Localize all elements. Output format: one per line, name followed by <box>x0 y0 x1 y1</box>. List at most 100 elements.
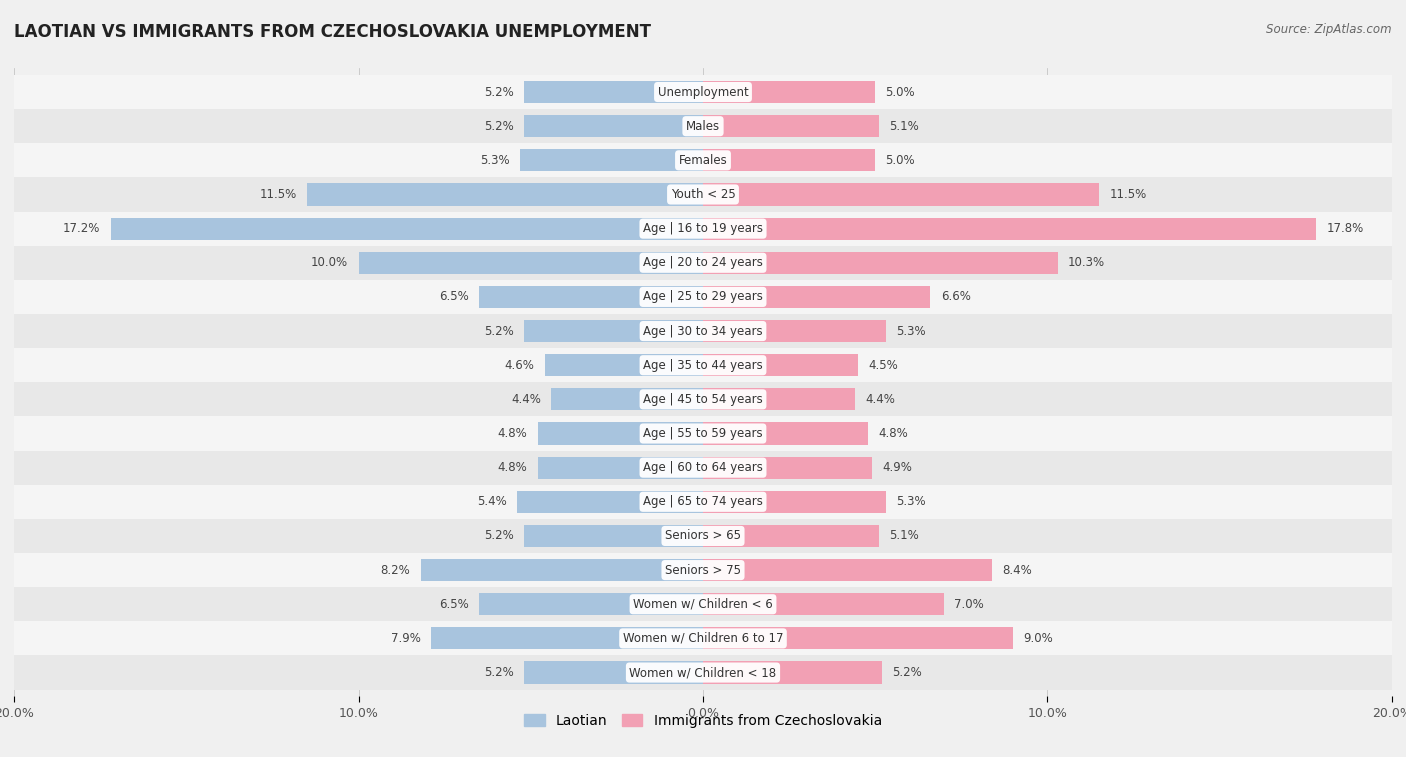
Bar <box>420 559 703 581</box>
Bar <box>14 348 1392 382</box>
Bar <box>14 519 1392 553</box>
Text: 6.5%: 6.5% <box>439 291 468 304</box>
Text: Age | 25 to 29 years: Age | 25 to 29 years <box>643 291 763 304</box>
Bar <box>537 456 703 478</box>
Bar <box>703 115 879 137</box>
Bar <box>14 587 1392 621</box>
Bar <box>359 251 703 274</box>
Text: 5.0%: 5.0% <box>886 86 915 98</box>
Bar <box>703 286 931 308</box>
Bar <box>14 382 1392 416</box>
Bar <box>111 217 703 240</box>
Text: 5.3%: 5.3% <box>481 154 510 167</box>
Bar <box>551 388 703 410</box>
Text: Women w/ Children < 6: Women w/ Children < 6 <box>633 598 773 611</box>
Text: Women w/ Children < 18: Women w/ Children < 18 <box>630 666 776 679</box>
Bar <box>524 115 703 137</box>
Text: Unemployment: Unemployment <box>658 86 748 98</box>
Bar <box>703 593 945 615</box>
Bar <box>14 450 1392 484</box>
Bar <box>520 149 703 171</box>
Text: 5.2%: 5.2% <box>484 86 513 98</box>
Text: 6.6%: 6.6% <box>941 291 970 304</box>
Bar <box>524 662 703 684</box>
Text: Seniors > 65: Seniors > 65 <box>665 529 741 543</box>
Bar <box>14 416 1392 450</box>
Text: Females: Females <box>679 154 727 167</box>
Text: Age | 65 to 74 years: Age | 65 to 74 years <box>643 495 763 508</box>
Text: 17.2%: 17.2% <box>63 222 100 235</box>
Text: Age | 55 to 59 years: Age | 55 to 59 years <box>643 427 763 440</box>
Bar <box>703 662 882 684</box>
Bar <box>703 183 1099 206</box>
Bar <box>703 559 993 581</box>
Text: 4.6%: 4.6% <box>505 359 534 372</box>
Bar <box>703 491 886 513</box>
Text: 4.5%: 4.5% <box>869 359 898 372</box>
Text: 5.2%: 5.2% <box>484 120 513 132</box>
Text: Youth < 25: Youth < 25 <box>671 188 735 201</box>
Text: Males: Males <box>686 120 720 132</box>
Bar <box>479 593 703 615</box>
Text: 5.1%: 5.1% <box>889 529 918 543</box>
Bar <box>703 456 872 478</box>
Bar <box>14 280 1392 314</box>
Text: LAOTIAN VS IMMIGRANTS FROM CZECHOSLOVAKIA UNEMPLOYMENT: LAOTIAN VS IMMIGRANTS FROM CZECHOSLOVAKI… <box>14 23 651 41</box>
Text: Age | 16 to 19 years: Age | 16 to 19 years <box>643 222 763 235</box>
Bar <box>524 81 703 103</box>
Text: Source: ZipAtlas.com: Source: ZipAtlas.com <box>1267 23 1392 36</box>
Text: 7.0%: 7.0% <box>955 598 984 611</box>
Bar <box>703 149 875 171</box>
Text: 4.4%: 4.4% <box>512 393 541 406</box>
Bar <box>479 286 703 308</box>
Bar <box>14 211 1392 246</box>
Text: Age | 60 to 64 years: Age | 60 to 64 years <box>643 461 763 474</box>
Text: 5.2%: 5.2% <box>484 666 513 679</box>
Bar <box>430 628 703 650</box>
Bar <box>307 183 703 206</box>
Bar <box>703 422 869 444</box>
Bar <box>14 246 1392 280</box>
Text: Age | 20 to 24 years: Age | 20 to 24 years <box>643 257 763 269</box>
Text: 5.2%: 5.2% <box>484 325 513 338</box>
Text: 10.0%: 10.0% <box>311 257 349 269</box>
Bar <box>14 484 1392 519</box>
Text: 8.4%: 8.4% <box>1002 564 1032 577</box>
Text: Women w/ Children 6 to 17: Women w/ Children 6 to 17 <box>623 632 783 645</box>
Bar <box>14 314 1392 348</box>
Bar <box>517 491 703 513</box>
Text: Age | 35 to 44 years: Age | 35 to 44 years <box>643 359 763 372</box>
Bar <box>703 217 1316 240</box>
Text: 10.3%: 10.3% <box>1069 257 1105 269</box>
Bar <box>14 75 1392 109</box>
Text: Age | 30 to 34 years: Age | 30 to 34 years <box>643 325 763 338</box>
Text: 5.2%: 5.2% <box>893 666 922 679</box>
Bar <box>703 628 1012 650</box>
Text: 9.0%: 9.0% <box>1024 632 1053 645</box>
Bar <box>14 553 1392 587</box>
Text: Seniors > 75: Seniors > 75 <box>665 564 741 577</box>
Bar <box>703 251 1057 274</box>
Bar <box>14 621 1392 656</box>
Bar <box>703 525 879 547</box>
Bar <box>703 320 886 342</box>
Text: 11.5%: 11.5% <box>1109 188 1147 201</box>
Bar <box>14 656 1392 690</box>
Bar <box>544 354 703 376</box>
Text: 5.1%: 5.1% <box>889 120 918 132</box>
Text: 5.0%: 5.0% <box>886 154 915 167</box>
Legend: Laotian, Immigrants from Czechoslovakia: Laotian, Immigrants from Czechoslovakia <box>519 709 887 734</box>
Text: 4.8%: 4.8% <box>498 427 527 440</box>
Bar <box>703 354 858 376</box>
Text: 11.5%: 11.5% <box>259 188 297 201</box>
Text: 7.9%: 7.9% <box>391 632 420 645</box>
Bar <box>537 422 703 444</box>
Text: 4.9%: 4.9% <box>882 461 912 474</box>
Bar <box>703 81 875 103</box>
Text: 4.4%: 4.4% <box>865 393 894 406</box>
Text: 17.8%: 17.8% <box>1326 222 1364 235</box>
Bar <box>703 388 855 410</box>
Bar <box>524 525 703 547</box>
Text: 8.2%: 8.2% <box>381 564 411 577</box>
Text: 4.8%: 4.8% <box>498 461 527 474</box>
